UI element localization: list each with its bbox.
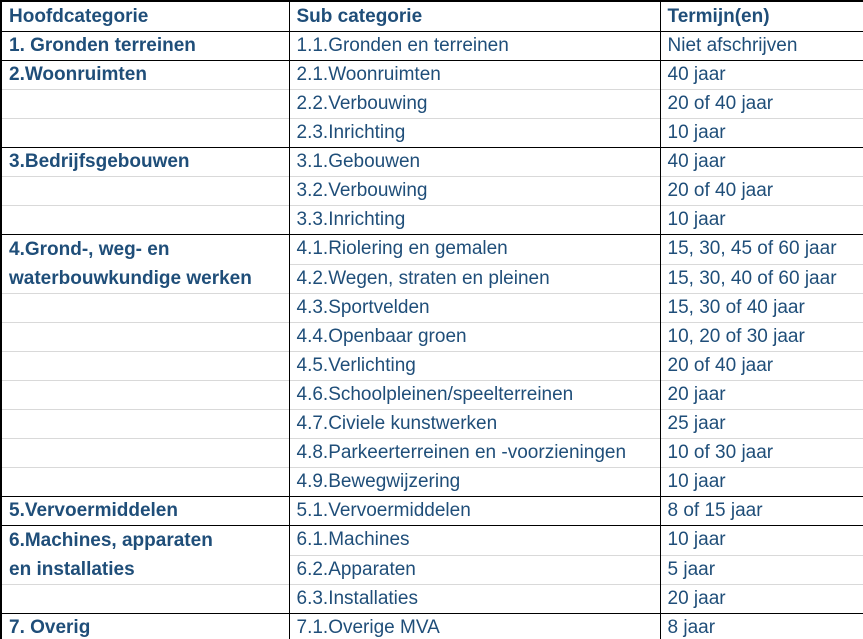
main-category-line: 4.Grond-, weg- en bbox=[9, 239, 170, 260]
main-category-line: waterbouwkundige werken bbox=[9, 268, 252, 289]
main-category-cell bbox=[0, 205, 289, 235]
term-cell: 20 of 40 jaar bbox=[659, 176, 863, 206]
table-row: 4.7.Civiele kunstwerken 25 jaar bbox=[0, 409, 863, 439]
table-row: 2.Woonruimten 2.1.Woonruimten 40 jaar bbox=[0, 60, 863, 90]
term-cell: 20 of 40 jaar bbox=[659, 89, 863, 119]
term-cell: 15, 30, 40 of 60 jaar bbox=[659, 263, 863, 294]
term-cell: 15, 30, 45 of 60 jaar bbox=[659, 234, 863, 264]
term-cell: 40 jaar bbox=[659, 147, 863, 177]
table-row: 3.2.Verbouwing 20 of 40 jaar bbox=[0, 176, 863, 206]
column-header-termijnen: Termijn(en) bbox=[659, 1, 863, 32]
term-cell: 8 of 15 jaar bbox=[659, 496, 863, 526]
main-category-cell bbox=[0, 351, 289, 381]
main-category-cell bbox=[0, 467, 289, 497]
table-row: 6.2.Apparaten 5 jaar bbox=[1, 554, 863, 585]
term-cell: Niet afschrijven bbox=[659, 31, 863, 61]
sub-category-cell: 3.2.Verbouwing bbox=[288, 176, 660, 206]
main-category-cell bbox=[0, 293, 289, 323]
main-category-cell bbox=[0, 438, 289, 468]
sub-category-cell: 4.4.Openbaar groen bbox=[288, 322, 660, 352]
table-header: Hoofdcategorie Sub categorie Termijn(en) bbox=[0, 1, 863, 32]
sub-category-cell: 2.3.Inrichting bbox=[288, 118, 660, 148]
sub-category-cell: 4.5.Verlichting bbox=[288, 351, 660, 381]
table-row: 1. Gronden terreinen 1.1.Gronden en terre… bbox=[0, 31, 863, 61]
sub-category-cell: 2.1.Woonruimten bbox=[288, 60, 660, 90]
sub-category-cell: 5.1.Vervoermiddelen bbox=[288, 496, 660, 526]
sub-category-cell: 4.1.Riolering en gemalen bbox=[288, 234, 660, 264]
main-category-cell: 4.Grond-, weg- en waterbouwkundige werken bbox=[0, 234, 289, 294]
table-row: 4.5.Verlichting 20 of 40 jaar bbox=[0, 351, 863, 381]
term-cell: 8 jaar bbox=[659, 613, 863, 639]
table-row: 4.6.Schoolpleinen/speelterreinen 20 jaar bbox=[0, 380, 863, 410]
sub-category-cell: 4.6.Schoolpleinen/speelterreinen bbox=[288, 380, 660, 410]
term-cell: 40 jaar bbox=[659, 60, 863, 90]
term-cell: 10 jaar bbox=[659, 525, 863, 555]
table-row: 6.Machines, apparaten en installaties 6.1.… bbox=[0, 525, 863, 585]
main-category-cell bbox=[0, 89, 289, 119]
term-cell: 20 of 40 jaar bbox=[659, 351, 863, 381]
sub-category-cell: 4.7.Civiele kunstwerken bbox=[288, 409, 660, 439]
header-row: Hoofdcategorie Sub categorie Termijn(en) bbox=[0, 1, 863, 32]
table-row: 4.Grond-, weg- en waterbouwkundige werken… bbox=[0, 234, 863, 294]
table-row: 6.3.Installaties 20 jaar bbox=[0, 584, 863, 614]
main-category-cell: 3.Bedrijfsgebouwen bbox=[0, 147, 289, 177]
table-row: 2.2.Verbouwing 20 of 40 jaar bbox=[0, 89, 863, 119]
main-category-line: en installaties bbox=[9, 559, 135, 580]
main-category-cell: 7. Overig bbox=[0, 613, 289, 639]
sub-category-cell: 3.3.Inrichting bbox=[288, 205, 660, 235]
term-cell: 5 jaar bbox=[659, 554, 863, 585]
sub-category-cell: 1.1.Gronden en terreinen bbox=[288, 31, 660, 61]
term-cell: 25 jaar bbox=[659, 409, 863, 439]
table-row: 7. Overig 7.1.Overige MVA 8 jaar bbox=[0, 613, 863, 639]
sub-category-cell: 6.1.Machines bbox=[288, 525, 660, 555]
sub-category-cell: 3.1.Gebouwen bbox=[288, 147, 660, 177]
term-cell: 10 of 30 jaar bbox=[659, 438, 863, 468]
main-category-line: 6.Machines, apparaten bbox=[9, 530, 213, 551]
sub-category-cell: 4.9.Bewegwijzering bbox=[288, 467, 660, 497]
sub-category-cell: 4.3.Sportvelden bbox=[288, 293, 660, 323]
term-cell: 20 jaar bbox=[659, 380, 863, 410]
term-cell: 10, 20 of 30 jaar bbox=[659, 322, 863, 352]
table-row: 3.Bedrijfsgebouwen 3.1.Gebouwen 40 jaar bbox=[0, 147, 863, 177]
table-row: 3.3.Inrichting 10 jaar bbox=[0, 205, 863, 235]
column-header-sub-categorie: Sub categorie bbox=[288, 1, 660, 32]
column-header-hoofdcategorie: Hoofdcategorie bbox=[0, 1, 289, 32]
sub-category-cell: 6.3.Installaties bbox=[288, 584, 660, 614]
table-row: 2.3.Inrichting 10 jaar bbox=[0, 118, 863, 148]
sub-category-cell: 2.2.Verbouwing bbox=[288, 89, 660, 119]
main-category-cell bbox=[0, 118, 289, 148]
table-row: 5.Vervoermiddelen 5.1.Vervoermiddelen 8 of… bbox=[0, 496, 863, 526]
sub-category-cell: 4.2.Wegen, straten en pleinen bbox=[288, 263, 660, 294]
main-category-cell bbox=[0, 322, 289, 352]
sub-category-cell: 7.1.Overige MVA bbox=[288, 613, 660, 639]
term-cell: 10 jaar bbox=[659, 118, 863, 148]
table-row: 4.8.Parkeerterreinen en -voorzieningen 10… bbox=[0, 438, 863, 468]
main-category-cell bbox=[0, 584, 289, 614]
sub-category-cell: 6.2.Apparaten bbox=[288, 554, 660, 585]
main-category-cell: 6.Machines, apparaten en installaties bbox=[0, 525, 289, 585]
term-cell: 10 jaar bbox=[659, 467, 863, 497]
main-category-cell: 2.Woonruimten bbox=[0, 60, 289, 90]
table-body: 1. Gronden terreinen 1.1.Gronden en terre… bbox=[0, 31, 863, 639]
table-row: 4.9.Bewegwijzering 10 jaar bbox=[0, 467, 863, 497]
main-category-cell bbox=[0, 409, 289, 439]
table-row: 4.4.Openbaar groen 10, 20 of 30 jaar bbox=[0, 322, 863, 352]
main-category-cell: 1. Gronden terreinen bbox=[0, 31, 289, 61]
main-category-cell bbox=[0, 176, 289, 206]
term-cell: 20 jaar bbox=[659, 584, 863, 614]
table-row: 4.3.Sportvelden 15, 30 of 40 jaar bbox=[0, 293, 863, 323]
main-category-cell: 5.Vervoermiddelen bbox=[0, 496, 289, 526]
main-category-cell bbox=[0, 380, 289, 410]
sub-category-cell: 4.8.Parkeerterreinen en -voorzieningen bbox=[288, 438, 660, 468]
table-row: 4.2.Wegen, straten en pleinen 15, 30, 40 … bbox=[1, 263, 863, 294]
term-cell: 10 jaar bbox=[659, 205, 863, 235]
term-cell: 15, 30 of 40 jaar bbox=[659, 293, 863, 323]
